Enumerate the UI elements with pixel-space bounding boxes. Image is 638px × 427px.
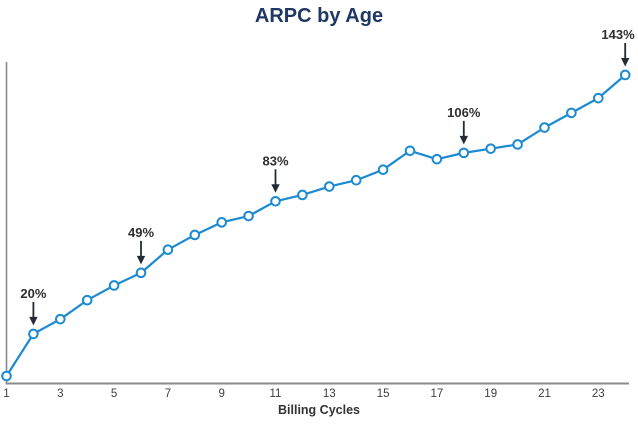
data-point [377, 164, 389, 176]
x-tick-label: 13 [323, 388, 336, 400]
data-point [55, 313, 66, 325]
data-point [431, 153, 443, 165]
data-point [458, 147, 470, 159]
data-point [162, 244, 174, 255]
annotation-label: 106% [447, 105, 481, 120]
x-tick-label: 5 [111, 388, 117, 400]
data-point [28, 328, 39, 340]
x-axis-label: Billing Cycles [278, 403, 360, 417]
data-point [189, 229, 201, 241]
data-point [485, 143, 497, 154]
data-point [1, 370, 12, 382]
annotation-label: 20% [20, 286, 46, 301]
data-point [593, 92, 604, 104]
x-tick-label: 1 [3, 388, 9, 400]
x-tick-label: 9 [218, 388, 224, 400]
x-tick-label: 3 [57, 388, 63, 400]
annotation-label: 83% [262, 153, 288, 168]
annotation-arrowhead [271, 184, 280, 193]
data-point [135, 267, 147, 279]
annotation-arrowhead [459, 135, 468, 145]
x-tick-label: 11 [270, 388, 282, 400]
x-tick-label: 23 [592, 388, 605, 400]
x-tick-label: 21 [538, 388, 551, 400]
data-point [243, 210, 254, 222]
chart-title: ARPC by Age [254, 5, 384, 27]
data-point [512, 139, 523, 150]
data-point [619, 69, 631, 81]
data-point [297, 189, 308, 201]
annotation-arrowhead [29, 316, 38, 326]
annotation-label: 49% [128, 225, 154, 240]
data-point [566, 107, 577, 119]
trend-line [5, 73, 627, 378]
data-point [324, 181, 335, 192]
x-tick-label: 7 [165, 388, 171, 400]
data-point [108, 280, 120, 291]
data-point [81, 294, 93, 306]
data-point [270, 195, 281, 207]
data-point [539, 122, 550, 133]
annotation-arrowhead [136, 255, 146, 265]
data-point [350, 174, 362, 186]
x-tick-label: 19 [484, 388, 497, 400]
annotation-arrowhead [621, 57, 630, 67]
data-point [216, 217, 227, 228]
data-point [404, 145, 416, 157]
x-tick-label: 15 [377, 388, 390, 400]
annotation-label: 143% [601, 27, 635, 42]
x-tick-label: 17 [431, 388, 444, 400]
